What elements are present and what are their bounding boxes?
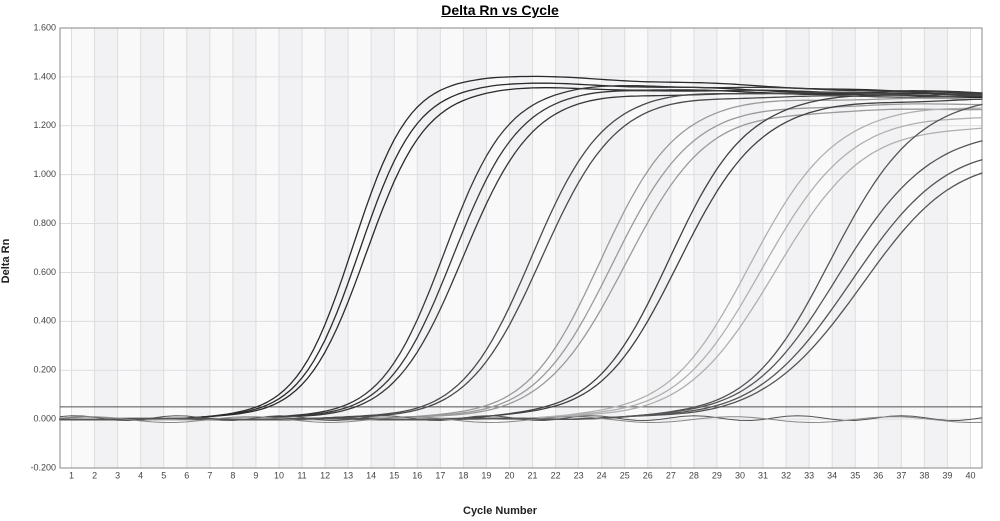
svg-text:20: 20 xyxy=(504,470,514,480)
svg-text:25: 25 xyxy=(620,470,630,480)
svg-text:35: 35 xyxy=(850,470,860,480)
svg-text:4: 4 xyxy=(138,470,143,480)
svg-text:1.000: 1.000 xyxy=(33,169,56,179)
svg-text:29: 29 xyxy=(712,470,722,480)
svg-text:9: 9 xyxy=(253,470,258,480)
svg-text:1.400: 1.400 xyxy=(33,71,56,81)
svg-text:34: 34 xyxy=(827,470,837,480)
svg-text:40: 40 xyxy=(965,470,975,480)
svg-text:39: 39 xyxy=(942,470,952,480)
svg-text:23: 23 xyxy=(574,470,584,480)
svg-text:27: 27 xyxy=(666,470,676,480)
svg-text:1: 1 xyxy=(69,470,74,480)
svg-text:32: 32 xyxy=(781,470,791,480)
svg-text:33: 33 xyxy=(804,470,814,480)
svg-text:13: 13 xyxy=(343,470,353,480)
svg-text:26: 26 xyxy=(643,470,653,480)
svg-text:28: 28 xyxy=(689,470,699,480)
svg-text:7: 7 xyxy=(207,470,212,480)
svg-text:8: 8 xyxy=(230,470,235,480)
svg-text:11: 11 xyxy=(297,470,306,480)
svg-text:2: 2 xyxy=(92,470,97,480)
svg-text:5: 5 xyxy=(161,470,166,480)
svg-text:16: 16 xyxy=(412,470,422,480)
svg-text:3: 3 xyxy=(115,470,120,480)
svg-text:0.600: 0.600 xyxy=(33,267,56,277)
svg-text:0.000: 0.000 xyxy=(33,413,56,423)
chart-container: Delta Rn vs Cycle Delta Rn Cycle Number … xyxy=(0,0,1000,521)
svg-text:37: 37 xyxy=(896,470,906,480)
svg-text:14: 14 xyxy=(366,470,376,480)
svg-text:38: 38 xyxy=(919,470,929,480)
amplification-chart: -0.200 0.000 0.200 0.400 0.600 0.800 1.000 1.20… xyxy=(28,22,988,494)
svg-text:22: 22 xyxy=(551,470,561,480)
svg-text:36: 36 xyxy=(873,470,883,480)
svg-text:-0.200: -0.200 xyxy=(30,462,56,472)
svg-text:31: 31 xyxy=(758,470,768,480)
svg-text:1.200: 1.200 xyxy=(33,120,56,130)
svg-text:18: 18 xyxy=(458,470,468,480)
x-axis-label: Cycle Number xyxy=(0,505,1000,517)
svg-text:21: 21 xyxy=(528,470,538,480)
svg-text:15: 15 xyxy=(389,470,399,480)
svg-text:0.400: 0.400 xyxy=(33,316,56,326)
svg-text:10: 10 xyxy=(274,470,284,480)
svg-text:12: 12 xyxy=(320,470,330,480)
svg-text:17: 17 xyxy=(435,470,445,480)
svg-text:24: 24 xyxy=(597,470,607,480)
y-axis-label: Delta Rn xyxy=(0,238,12,283)
svg-text:19: 19 xyxy=(481,470,491,480)
svg-text:1.600: 1.600 xyxy=(33,22,56,32)
svg-text:0.800: 0.800 xyxy=(33,218,56,228)
svg-text:6: 6 xyxy=(184,470,189,480)
svg-text:0.200: 0.200 xyxy=(33,365,56,375)
svg-text:30: 30 xyxy=(735,470,745,480)
chart-title: Delta Rn vs Cycle xyxy=(0,2,1000,18)
